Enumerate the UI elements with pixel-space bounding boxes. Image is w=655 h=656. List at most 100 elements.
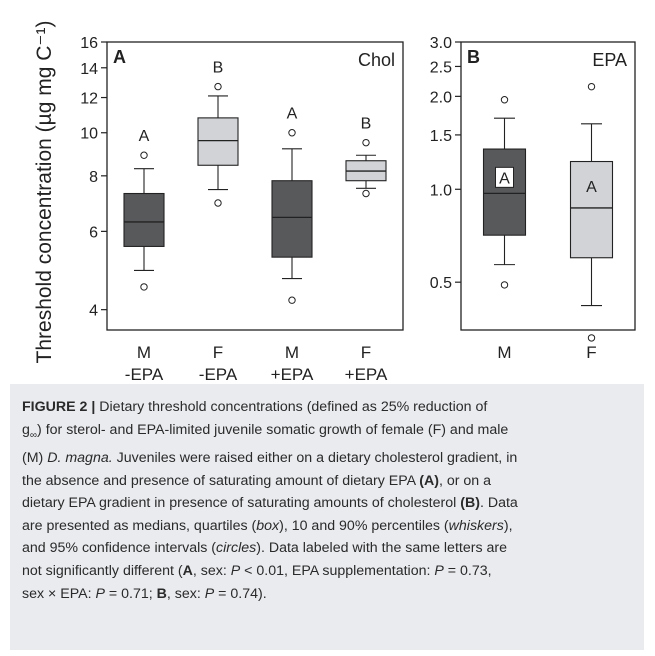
y-tick-label: 4 [89,303,98,320]
panel-label: A [113,47,126,67]
caption-italic: whiskers [448,517,504,534]
caption-italic: box [256,517,280,534]
caption-bold: (A) [419,472,439,489]
box [271,180,313,258]
caption-text: are presented as medians, quartiles ( [22,517,257,534]
x-tick-label: M [285,343,299,362]
y-tick-label: 12 [80,91,98,108]
caption-text: < 0.01, EPA supplementation: [240,562,435,579]
outlier-point [214,199,222,207]
caption-italic: P [434,562,444,579]
caption-text: and 95% confidence intervals ( [22,540,217,557]
significance-letter: A [139,128,150,145]
caption-text: sex × EPA: [22,585,96,602]
outlier-point [140,151,148,159]
caption-italic: circles [216,540,257,557]
outlier-point [362,189,370,198]
caption-text: , or on a [438,472,492,489]
caption-italic: P [230,562,241,579]
figure: Threshold concentration (µg mg C⁻¹) 4 6 8 1… [33,21,636,380]
caption-line: dietary EPA gradient in presence of satu… [22,492,632,515]
figure-caption: FIGURE 2 | Dietary threshold concentrati… [10,384,644,650]
outlier-point [500,281,509,289]
y-tick-label: 1.5 [430,128,452,145]
outlier-point [288,296,296,304]
caption-subscript: ∞ [29,429,38,441]
outlier-point [140,283,148,291]
caption-text: Juveniles were raised either on a dietar… [112,450,518,467]
caption-text: (M) [22,450,48,467]
y-tick-label: 3.0 [430,35,452,52]
caption-line: (M) D. magna. Juveniles were raised eith… [22,447,632,470]
caption-text: = 0.74). [214,585,267,602]
box [197,117,239,166]
y-tick-label: 2.0 [430,89,452,106]
caption-text: , sex: [166,585,205,602]
y-tick-label: 10 [80,126,98,143]
caption-italic: P [204,585,215,602]
caption-text: ), [503,517,513,534]
caption-line: sex × EPA: P = 0.71; B, sex: P = 0.74). [22,583,632,606]
caption-text: = 0.71; [104,585,157,602]
x-tick-label: F [361,343,371,362]
caption-text: ). Data labeled with the same letters ar… [256,540,507,557]
figure-label: FIGURE 2 | [22,399,96,415]
box [482,148,527,236]
caption-italic: P [95,585,105,602]
caption-bold: B [156,585,167,602]
caption-text: not significantly different ( [22,562,183,579]
x-tick-label: -EPA [125,365,164,380]
outlier-point [288,129,296,137]
caption-text: = 0.73, [443,562,492,579]
caption-text: . Data [479,495,518,512]
caption-line: not significantly different (A, sex: P <… [22,560,632,583]
caption-bold: (B) [460,495,480,512]
series-label: EPA [592,50,627,70]
caption-line: the absence and presence of saturating a… [22,470,632,493]
plot-frame [460,41,636,331]
x-tick-label: F [213,343,223,362]
species-name: D. magna. [47,450,113,467]
outlier-point [214,82,222,91]
significance-letter: A [586,179,597,196]
significance-letter: B [361,116,372,133]
outlier-point [587,82,596,91]
caption-bold: A [182,562,193,579]
caption-text: , sex: [192,562,231,579]
outlier-point [362,138,370,147]
caption-text: dietary EPA gradient in presence of satu… [22,495,461,512]
x-tick-label: +EPA [271,365,314,380]
caption-text: Dietary threshold concentrations (define… [95,399,488,415]
y-axis-label: Threshold concentration (µg mg C⁻¹) [33,21,56,364]
y-tick-label: 8 [89,169,98,186]
outlier-point [587,334,596,342]
x-tick-label: F [586,343,596,362]
caption-text: ), 10 and 90% percentiles ( [279,517,449,534]
y-tick-label: 2.5 [430,59,452,76]
y-tick-label: 1.0 [430,182,452,199]
panel-label: B [467,47,480,67]
caption-line: are presented as medians, quartiles (box… [22,515,632,538]
caption-text: ) for sterol- and EPA-limited juvenile s… [37,421,509,438]
box [569,160,614,259]
plot-frame [106,41,404,331]
x-tick-label: M [497,343,511,362]
series-label: Chol [358,50,395,70]
y-tick-label: 16 [80,35,98,52]
significance-letter: B [213,60,224,77]
caption-text: the absence and presence of saturating a… [22,472,420,489]
significance-letter: A [287,106,298,123]
caption-line: FIGURE 2 | Dietary threshold concentrati… [22,396,632,419]
x-tick-label: M [137,343,151,362]
y-tick-label: 0.5 [430,275,452,292]
outlier-point [500,96,509,104]
panel-a: 4 6 8 10 12 14 16 A Chol A M -EPA B F -EPA A M +EPA B F +EPA [80,35,404,380]
letter-box [495,166,514,188]
significance-letter: A [499,170,510,187]
y-tick-label: 6 [89,224,98,241]
x-tick-label: -EPA [199,365,238,380]
x-tick-label: +EPA [345,365,388,380]
y-tick-label: 14 [80,61,98,78]
box [123,192,165,247]
panel-b: 0.5 1.0 1.5 2.0 2.5 3.0 B EPA A M A F [430,35,636,362]
